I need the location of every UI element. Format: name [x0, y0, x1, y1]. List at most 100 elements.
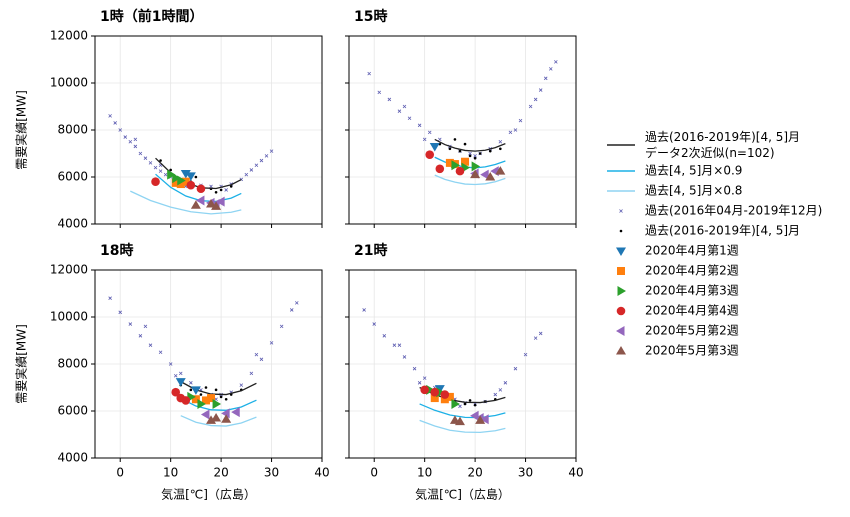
x-tick-label: 0 — [370, 466, 378, 480]
marker — [453, 138, 457, 141]
panel-title: 15時 — [354, 8, 387, 25]
panel-title: 18時 — [100, 242, 133, 259]
fit-curve — [434, 174, 506, 186]
marker — [397, 109, 402, 113]
marker — [420, 385, 429, 395]
y-tick-label: 4000 — [57, 451, 88, 465]
marker — [212, 398, 222, 409]
legend-marker — [617, 267, 625, 275]
marker — [181, 396, 191, 405]
x-tick-label: 0 — [116, 466, 124, 480]
marker — [488, 149, 492, 153]
marker — [138, 334, 143, 338]
marker — [133, 137, 138, 142]
x-tick-label: 10 — [163, 466, 178, 480]
marker — [422, 376, 427, 380]
marker — [204, 386, 208, 389]
marker — [207, 394, 216, 403]
y-tick-label: 12000 — [50, 29, 88, 43]
marker — [171, 178, 180, 187]
marker — [196, 184, 206, 194]
marker — [195, 195, 205, 206]
legend-label: 過去[4, 5]月×0.8 — [645, 184, 742, 198]
marker — [197, 398, 206, 409]
marker — [118, 128, 123, 132]
marker — [533, 97, 538, 102]
panel-title: 21時 — [354, 242, 387, 259]
marker — [458, 149, 462, 153]
legend-marker — [619, 209, 623, 213]
marker — [427, 130, 432, 135]
marker — [113, 121, 117, 125]
x-tick-label: 10 — [417, 466, 432, 480]
marker — [470, 169, 481, 179]
marker — [468, 151, 472, 156]
marker — [430, 387, 440, 397]
x-axis-label: 気温[℃]（広島） — [161, 487, 256, 502]
marker — [402, 355, 407, 359]
marker — [362, 308, 366, 312]
legend-label: 2020年4月第3週 — [645, 284, 739, 298]
marker — [480, 414, 489, 425]
marker — [461, 157, 470, 166]
marker — [221, 408, 230, 419]
marker — [438, 137, 442, 142]
marker — [201, 396, 210, 405]
marker — [254, 163, 259, 168]
marker — [397, 343, 402, 347]
marker — [473, 154, 477, 158]
legend-marker — [616, 326, 625, 336]
marker — [478, 152, 482, 155]
marker — [426, 384, 435, 395]
marker — [382, 334, 387, 338]
marker — [367, 71, 371, 76]
marker — [473, 403, 477, 407]
marker — [163, 172, 168, 177]
marker — [153, 165, 158, 170]
marker — [167, 169, 176, 180]
marker — [458, 404, 462, 409]
marker — [387, 97, 392, 102]
marker — [518, 118, 523, 123]
marker — [175, 378, 186, 387]
marker — [244, 172, 249, 177]
x-tick-label: 30 — [264, 466, 279, 480]
legend-label: 2020年5月第3週 — [645, 344, 739, 358]
marker — [168, 362, 173, 366]
marker — [468, 399, 472, 402]
marker — [259, 158, 264, 163]
y-tick-label: 8000 — [57, 123, 88, 137]
legend-marker — [617, 286, 626, 296]
marker — [143, 324, 148, 329]
legend-label: 過去(2016-2019年)[4, 5]月データ2次近似(n=102) — [645, 130, 800, 160]
marker — [436, 387, 445, 398]
legend-label: 2020年4月第2週 — [645, 264, 739, 278]
marker — [463, 402, 467, 406]
marker — [151, 177, 160, 186]
marker — [417, 381, 422, 385]
marker — [508, 130, 513, 135]
marker — [475, 415, 486, 424]
y-tick-label: 6000 — [57, 170, 88, 184]
marker — [435, 164, 445, 174]
fit-curve — [130, 190, 242, 215]
marker — [138, 151, 143, 156]
marker — [214, 397, 218, 402]
marker — [463, 142, 467, 146]
marker — [407, 116, 412, 121]
marker — [172, 173, 181, 184]
marker — [239, 383, 244, 387]
marker — [445, 158, 454, 167]
marker — [264, 154, 269, 158]
marker — [372, 322, 377, 326]
legend-label: 2020年4月第4週 — [645, 304, 739, 318]
x-tick-label: 20 — [213, 466, 228, 480]
marker — [454, 416, 465, 426]
fit-curve — [434, 138, 506, 152]
marker — [533, 336, 538, 340]
marker — [108, 296, 112, 300]
marker — [224, 397, 228, 401]
marker — [199, 393, 203, 396]
y-tick-label: 8000 — [57, 357, 88, 371]
marker — [148, 161, 153, 165]
